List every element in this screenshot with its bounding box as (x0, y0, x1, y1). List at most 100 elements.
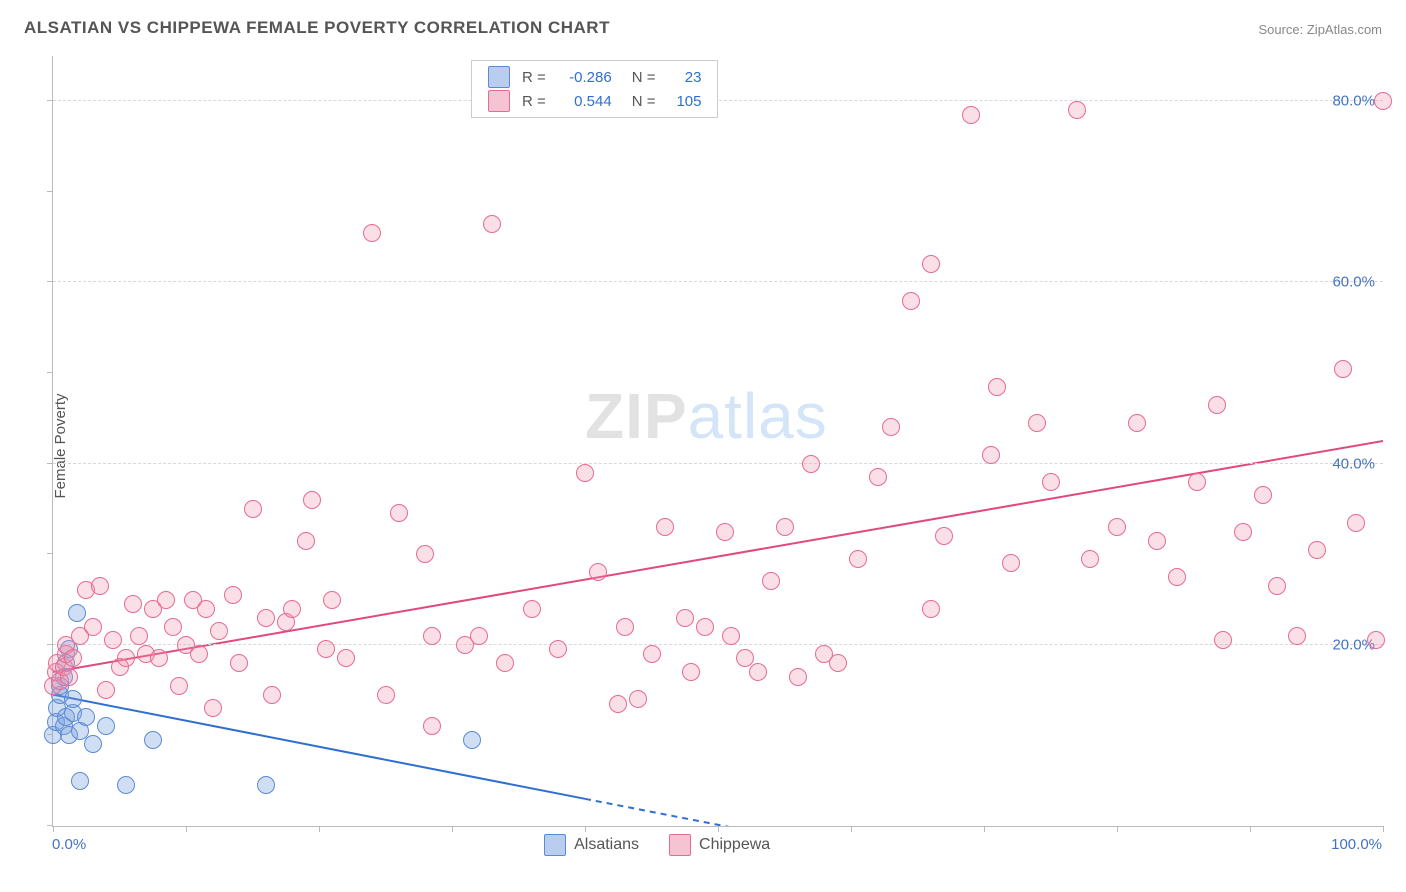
data-point (297, 532, 315, 550)
data-point (204, 699, 222, 717)
x-tick (53, 826, 54, 832)
x-tick (1117, 826, 1118, 832)
data-point (1068, 101, 1086, 119)
data-point (117, 649, 135, 667)
data-point (60, 668, 78, 686)
data-point (416, 545, 434, 563)
data-point (84, 618, 102, 636)
data-point (157, 591, 175, 609)
data-point (470, 627, 488, 645)
legend-swatch (669, 834, 691, 856)
data-point (64, 649, 82, 667)
x-tick (718, 826, 719, 832)
watermark: ZIPatlas (585, 379, 828, 453)
data-point (104, 631, 122, 649)
data-point (829, 654, 847, 672)
data-point (1208, 396, 1226, 414)
watermark-atlas: atlas (688, 380, 828, 452)
gridline-h (53, 463, 1383, 464)
data-point (922, 255, 940, 273)
x-tick (585, 826, 586, 832)
data-point (244, 500, 262, 518)
x-tick-label: 0.0% (52, 836, 86, 853)
data-point (1188, 473, 1206, 491)
data-point (1374, 92, 1392, 110)
y-tick (47, 191, 53, 192)
gridline-h (53, 281, 1383, 282)
legend-series-name: Alsatians (574, 836, 639, 854)
y-tick (47, 100, 53, 101)
data-point (283, 600, 301, 618)
legend-r-value: -0.286 (552, 65, 618, 89)
trend-lines-layer (53, 56, 1383, 826)
data-point (64, 690, 82, 708)
data-point (1367, 631, 1385, 649)
data-point (1334, 360, 1352, 378)
data-point (802, 455, 820, 473)
x-tick (452, 826, 453, 832)
data-point (849, 550, 867, 568)
data-point (629, 690, 647, 708)
data-point (1288, 627, 1306, 645)
data-point (1347, 514, 1365, 532)
data-point (68, 604, 86, 622)
data-point (643, 645, 661, 663)
data-point (716, 523, 734, 541)
data-point (676, 609, 694, 627)
y-tick-label: 40.0% (1332, 455, 1375, 472)
legend-n-value: 105 (661, 89, 707, 113)
data-point (696, 618, 714, 636)
y-tick-label: 60.0% (1332, 274, 1375, 291)
data-point (210, 622, 228, 640)
data-point (549, 640, 567, 658)
data-point (363, 224, 381, 242)
y-tick-label: 80.0% (1332, 93, 1375, 110)
data-point (1002, 554, 1020, 572)
chart-title: ALSATIAN VS CHIPPEWA FEMALE POVERTY CORR… (24, 18, 610, 38)
data-point (257, 609, 275, 627)
data-point (1268, 577, 1286, 595)
data-point (922, 600, 940, 618)
x-tick-label: 100.0% (1331, 836, 1382, 853)
data-point (576, 464, 594, 482)
data-point (124, 595, 142, 613)
y-tick (47, 372, 53, 373)
data-point (317, 640, 335, 658)
data-point (144, 731, 162, 749)
data-point (230, 654, 248, 672)
data-point (1234, 523, 1252, 541)
data-point (463, 731, 481, 749)
series-legend: AlsatiansChippewa (544, 834, 800, 861)
legend-swatch (488, 66, 510, 88)
data-point (762, 572, 780, 590)
data-point (682, 663, 700, 681)
data-point (722, 627, 740, 645)
legend-r-value: 0.544 (552, 89, 618, 113)
data-point (1081, 550, 1099, 568)
gridline-h (53, 644, 1383, 645)
data-point (1128, 414, 1146, 432)
data-point (869, 468, 887, 486)
data-point (170, 677, 188, 695)
y-tick (47, 281, 53, 282)
data-point (390, 504, 408, 522)
data-point (1168, 568, 1186, 586)
data-point (1308, 541, 1326, 559)
data-point (84, 735, 102, 753)
x-tick (851, 826, 852, 832)
data-point (323, 591, 341, 609)
y-tick (47, 644, 53, 645)
data-point (609, 695, 627, 713)
legend-item: Alsatians (544, 834, 639, 856)
data-point (77, 708, 95, 726)
data-point (789, 668, 807, 686)
data-point (1028, 414, 1046, 432)
data-point (749, 663, 767, 681)
x-tick (186, 826, 187, 832)
data-point (164, 618, 182, 636)
data-point (257, 776, 275, 794)
data-point (496, 654, 514, 672)
data-point (935, 527, 953, 545)
correlation-legend: R =-0.286N =23R =0.544N =105 (471, 60, 719, 118)
legend-swatch (488, 90, 510, 112)
